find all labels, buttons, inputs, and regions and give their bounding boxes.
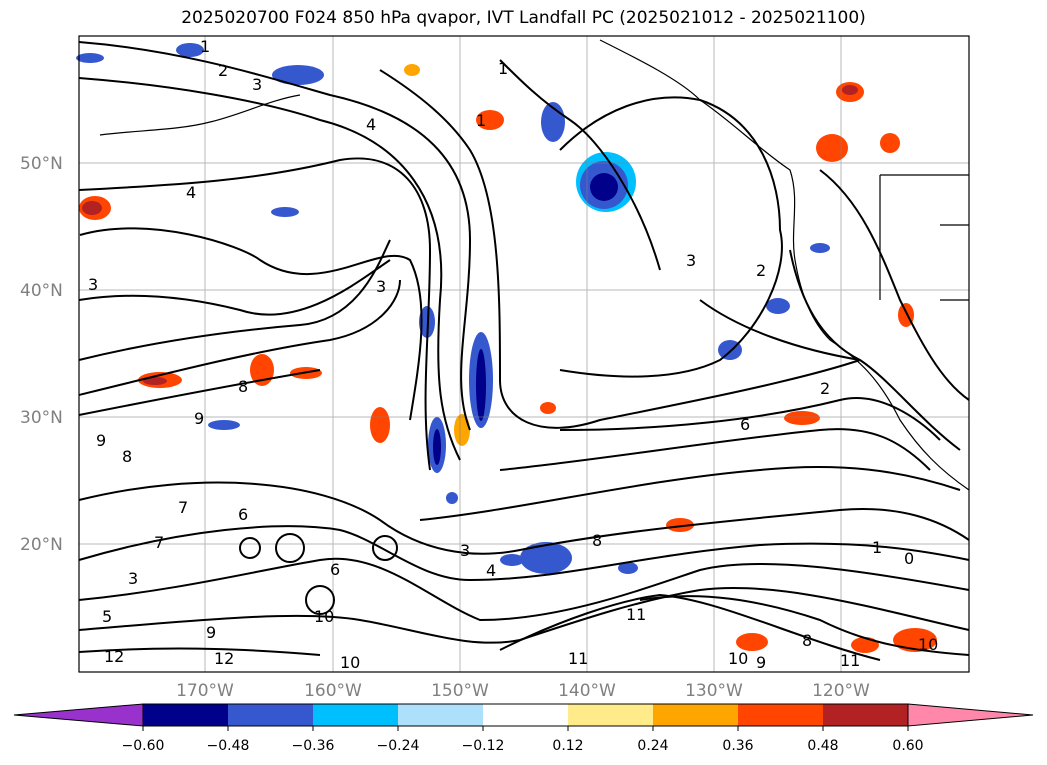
colorbar-tick-label: 0.12 <box>552 738 583 754</box>
contour-label: 5 <box>102 607 112 626</box>
contour-label: 7 <box>154 533 164 552</box>
contour-label: 2 <box>820 379 830 398</box>
contour-label: 3 <box>686 251 696 270</box>
colorbar-segment <box>738 704 823 726</box>
colorbar-extension-high <box>907 703 1034 727</box>
contour-label: 3 <box>376 277 386 296</box>
contour-label: 9 <box>756 653 766 672</box>
map-gridlines <box>79 36 969 672</box>
colorbar-segment <box>568 704 653 726</box>
contour-label: 1 <box>200 37 210 56</box>
colorbar-segment <box>143 704 228 726</box>
contour-label: 3 <box>88 275 98 294</box>
colorbar-segment <box>398 704 483 726</box>
colorbar-tick-label: 0.60 <box>892 738 923 754</box>
contour-label: 1 <box>872 538 882 557</box>
colorbar-segment <box>483 704 568 726</box>
lat-label-50n: 50°N <box>20 154 63 174</box>
lon-label-140w: 140°W <box>558 681 616 701</box>
contour-label: 4 <box>366 115 376 134</box>
lat-label-20n: 20°N <box>20 535 63 555</box>
contour-label: 6 <box>330 560 340 579</box>
contour-label: 11 <box>568 649 588 668</box>
figure-title: 2025020700 F024 850 hPa qvapor, IVT Land… <box>181 8 866 28</box>
lon-label-170w: 170°W <box>176 681 234 701</box>
colorbar-segments <box>13 703 1034 727</box>
contour-label: 10 <box>340 653 360 672</box>
latitude-labels: 50°N 40°N 30°N 20°N <box>20 154 63 555</box>
contour-label: 9 <box>206 623 216 642</box>
contour-label: 12 <box>104 647 124 666</box>
contour-label: 2 <box>756 261 766 280</box>
colorbar-tick-label: −0.60 <box>122 738 165 754</box>
contour-label: 3 <box>128 569 138 588</box>
lon-label-160w: 160°W <box>304 681 362 701</box>
contour-label: 10 <box>314 607 334 626</box>
coastlines <box>99 39 970 491</box>
colorbar-segment <box>823 704 908 726</box>
lon-label-150w: 150°W <box>431 681 489 701</box>
colorbar-segment <box>653 704 738 726</box>
contour-label: 1 <box>498 59 508 78</box>
contour-label: 9 <box>96 431 106 450</box>
lon-label-120w: 120°W <box>812 681 870 701</box>
contour-labels: 1 2 3 4 1 1 4 3 3 2 3 8 9 9 8 7 6 6 2 1 … <box>88 37 938 672</box>
contour-label: 4 <box>186 183 196 202</box>
contour-label: 3 <box>252 75 262 94</box>
contour-label: 8 <box>238 377 248 396</box>
contour-label: 6 <box>238 505 248 524</box>
colorbar-tick-label: −0.24 <box>377 738 420 754</box>
map-plot-area: 1 2 3 4 1 1 4 3 3 2 3 8 9 9 8 7 6 6 2 1 … <box>76 35 970 673</box>
ivt-contours <box>78 41 970 661</box>
colorbar-extension-low <box>13 703 144 727</box>
colorbar-ticks: −0.60 −0.48 −0.36 −0.24 −0.12 0.12 0.24 0.36 0.4… <box>122 726 924 754</box>
contour-label: 12 <box>214 649 234 668</box>
colorbar-tick-label: 0.48 <box>807 738 838 754</box>
contour-label: 10 <box>918 635 938 654</box>
colorbar-tick-label: −0.36 <box>292 738 335 754</box>
lat-label-40n: 40°N <box>20 281 63 301</box>
colorbar: −0.60 −0.48 −0.36 −0.24 −0.12 0.12 0.24 0.36 0.4… <box>13 703 1034 754</box>
contour-label: 8 <box>802 631 812 650</box>
colorbar-tick-label: 0.36 <box>722 738 753 754</box>
contour-label: 11 <box>626 605 646 624</box>
contour-label: 2 <box>218 61 228 80</box>
contour-label: 0 <box>904 549 914 568</box>
colorbar-tick-label: −0.12 <box>462 738 505 754</box>
contour-label: 1 <box>476 111 486 130</box>
contour-label: 10 <box>728 649 748 668</box>
contour-label: 6 <box>740 415 750 434</box>
lat-label-30n: 30°N <box>20 408 63 428</box>
contour-label: 9 <box>194 409 204 428</box>
contour-label: 7 <box>178 498 188 517</box>
colorbar-tick-label: −0.48 <box>207 738 250 754</box>
contour-label: 11 <box>840 651 860 670</box>
colorbar-segment <box>313 704 398 726</box>
colorbar-segment <box>228 704 313 726</box>
contour-label: 4 <box>486 561 496 580</box>
longitude-labels: 170°W 160°W 150°W 140°W 130°W 120°W <box>176 681 870 701</box>
contour-label: 8 <box>122 447 132 466</box>
contour-label: 8 <box>592 531 602 550</box>
colorbar-tick-label: 0.24 <box>637 738 668 754</box>
contour-label: 3 <box>460 541 470 560</box>
lon-label-130w: 130°W <box>685 681 743 701</box>
